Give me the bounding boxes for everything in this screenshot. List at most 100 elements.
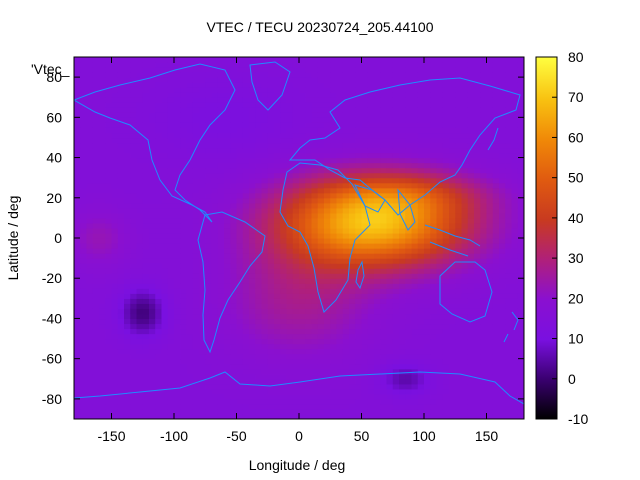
heatmap-cell: [430, 353, 438, 360]
heatmap-cell: [486, 132, 494, 139]
heatmap-cell: [161, 107, 169, 113]
heatmap-cell: [124, 107, 131, 113]
heatmap-cell: [224, 253, 231, 259]
heatmap-cell: [349, 368, 356, 375]
heatmap-cell: [161, 112, 169, 118]
heatmap-cell: [399, 182, 406, 189]
heatmap-cell: [174, 298, 181, 304]
heatmap-cell: [324, 413, 331, 419]
heatmap-cell: [317, 77, 325, 83]
heatmap-cell: [149, 338, 156, 345]
heatmap-cell: [449, 348, 456, 355]
heatmap-cell: [274, 197, 281, 204]
heatmap-cell: [267, 122, 275, 128]
heatmap-cell: [399, 217, 406, 224]
heatmap-cell: [117, 152, 125, 159]
heatmap-cell: [224, 398, 231, 405]
heatmap-cell: [255, 278, 263, 284]
heatmap-cell: [161, 328, 169, 335]
heatmap-cell: [355, 353, 363, 360]
heatmap-cell: [411, 187, 419, 194]
heatmap-cell: [436, 348, 444, 355]
heatmap-cell: [317, 313, 325, 320]
heatmap-cell: [267, 368, 275, 375]
heatmap-cell: [99, 62, 106, 68]
heatmap-cell: [392, 152, 400, 159]
heatmap-cell: [374, 102, 381, 108]
heatmap-cell: [292, 308, 300, 315]
heatmap-cell: [199, 413, 206, 419]
heatmap-cell: [499, 177, 506, 184]
heatmap-cell: [480, 217, 488, 224]
heatmap-cell: [267, 162, 275, 169]
heatmap-cell: [155, 353, 163, 360]
heatmap-cell: [174, 373, 181, 380]
heatmap-cell: [249, 187, 256, 194]
heatmap-cell: [467, 117, 475, 123]
heatmap-cell: [449, 413, 456, 419]
heatmap-cell: [455, 313, 463, 320]
heatmap-cell: [336, 72, 344, 78]
heatmap-cell: [167, 87, 175, 93]
heatmap-cell: [292, 197, 300, 204]
heatmap-cell: [280, 338, 288, 345]
heatmap-cell: [405, 373, 413, 380]
heatmap-cell: [99, 132, 106, 139]
heatmap-cell: [392, 112, 400, 118]
heatmap-cell: [92, 248, 100, 254]
heatmap-cell: [374, 182, 381, 189]
heatmap-cell: [236, 192, 244, 199]
heatmap-cell: [449, 253, 456, 259]
heatmap-cell: [317, 308, 325, 315]
heatmap-cell: [336, 117, 344, 123]
heatmap-cell: [174, 62, 181, 68]
heatmap-cell: [92, 253, 100, 259]
heatmap-cell: [299, 273, 306, 279]
heatmap-cell: [430, 87, 438, 93]
heatmap-cell: [399, 57, 406, 63]
heatmap-cell: [355, 398, 363, 405]
heatmap-cell: [255, 293, 263, 299]
heatmap-cell: [161, 268, 169, 274]
heatmap-cell: [449, 273, 456, 279]
heatmap-cell: [374, 112, 381, 118]
heatmap-cell: [205, 333, 213, 340]
heatmap-cell: [499, 268, 506, 274]
heatmap-cell: [442, 288, 450, 294]
heatmap-cell: [149, 268, 156, 274]
heatmap-cell: [349, 162, 356, 169]
heatmap-cell: [392, 318, 400, 325]
heatmap-cell: [411, 273, 419, 279]
heatmap-cell: [292, 333, 300, 340]
heatmap-cell: [305, 338, 313, 345]
heatmap-cell: [286, 343, 294, 350]
heatmap-cell: [249, 197, 256, 204]
heatmap-cell: [192, 408, 200, 415]
heatmap-cell: [174, 197, 181, 204]
heatmap-cell: [467, 157, 475, 164]
heatmap-cell: [255, 92, 263, 98]
heatmap-cell: [480, 92, 488, 98]
heatmap-cell: [105, 157, 113, 164]
heatmap-cell: [280, 398, 288, 405]
heatmap-cell: [342, 202, 350, 209]
heatmap-cell: [86, 333, 94, 340]
heatmap-cell: [330, 273, 338, 279]
heatmap-cell: [92, 157, 100, 164]
heatmap-cell: [299, 167, 306, 174]
heatmap-cell: [474, 338, 481, 345]
heatmap-cell: [317, 253, 325, 259]
heatmap-cell: [374, 298, 381, 304]
heatmap-cell: [111, 77, 119, 83]
heatmap-cell: [74, 72, 81, 78]
heatmap-cell: [86, 197, 94, 204]
heatmap-cell: [111, 197, 119, 204]
heatmap-cell: [161, 353, 169, 360]
heatmap-cell: [455, 197, 463, 204]
heatmap-cell: [442, 57, 450, 63]
heatmap-cell: [380, 398, 388, 405]
heatmap-cell: [417, 62, 425, 68]
heatmap-cell: [124, 152, 131, 159]
heatmap-cell: [155, 348, 163, 355]
heatmap-cell: [299, 373, 306, 380]
